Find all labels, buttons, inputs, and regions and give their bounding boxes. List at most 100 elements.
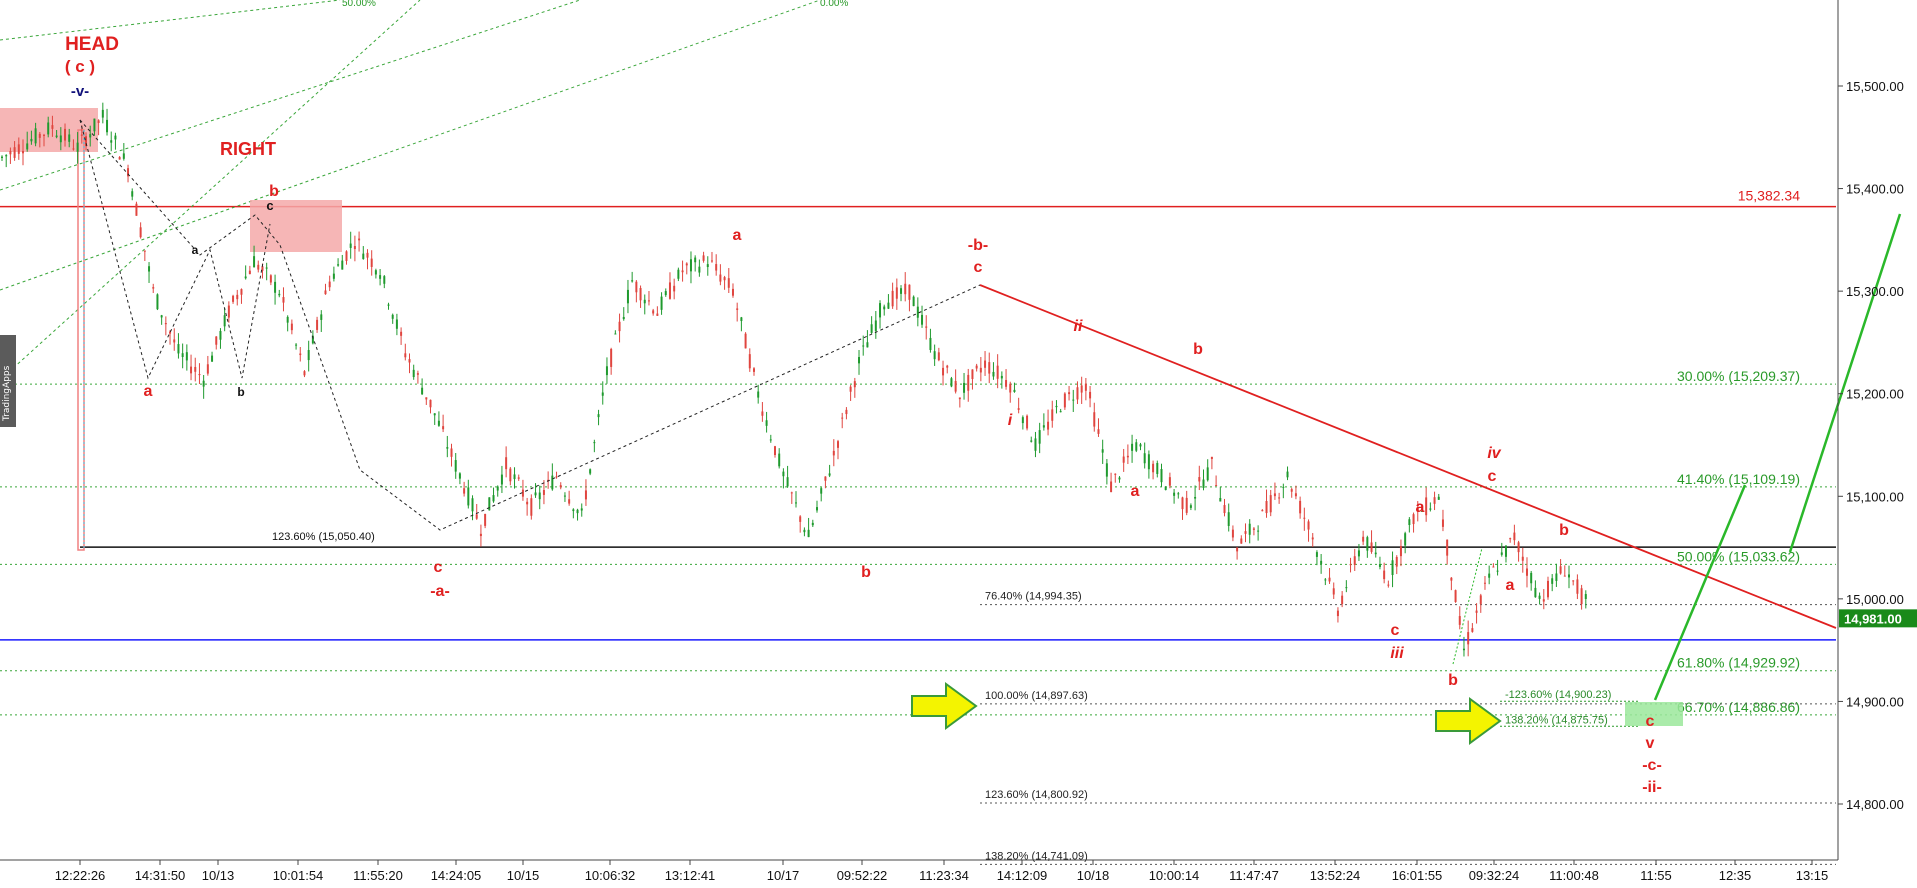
candle-body (551, 475, 554, 490)
candle-body (803, 529, 806, 533)
candle-body (1118, 477, 1121, 480)
candle-body (828, 473, 831, 476)
candle-body (437, 420, 440, 426)
candle-body (841, 417, 844, 419)
candle-body (17, 144, 20, 154)
candle-body (122, 153, 125, 159)
candle-body (1551, 578, 1554, 584)
candle-body (954, 380, 957, 392)
candle-body (1047, 421, 1050, 430)
candle-body (1336, 610, 1339, 617)
candle-body (992, 371, 995, 377)
candle-body (479, 533, 482, 537)
candle-body (916, 306, 919, 318)
fib-ext-label: 138.20% (14,741.09) (985, 850, 1088, 862)
trend-lines (79, 119, 1902, 745)
candle-body (500, 474, 503, 485)
candle-body (824, 476, 827, 481)
x-tick-label: 11:23:34 (919, 868, 969, 883)
candle-body (1097, 429, 1100, 434)
wave-label-b: b (1559, 522, 1569, 539)
candle-body (1525, 568, 1528, 576)
candle-body (240, 289, 243, 295)
candle-body (1294, 493, 1297, 497)
candle-body (1488, 573, 1491, 578)
candle-body (1404, 533, 1407, 546)
candle-body (568, 499, 571, 504)
candle-body (778, 453, 781, 467)
candle-body (1429, 508, 1432, 510)
candle-body (467, 487, 470, 506)
candle-body (1017, 408, 1020, 410)
x-tick-label: 13:52:24 (1310, 868, 1361, 883)
candle-body (1500, 552, 1503, 555)
candle-body (227, 305, 230, 318)
candle-body (1219, 497, 1222, 502)
candle-body (1164, 486, 1167, 490)
candle-body (332, 273, 335, 279)
candle-body (1357, 550, 1360, 557)
candle-body (173, 339, 176, 343)
candle-body (1152, 463, 1155, 473)
candle-body (681, 270, 684, 273)
candle-body (988, 362, 991, 374)
candle-body (463, 488, 466, 494)
candle-body (1240, 538, 1243, 544)
candle-body (820, 488, 823, 494)
fib-level-label: 50.00% (15,033.62) (1677, 548, 1800, 564)
candle-body (773, 446, 776, 456)
candle-body (370, 258, 373, 267)
candle-body (492, 495, 495, 502)
candle-body (194, 366, 197, 372)
candle-body (664, 291, 667, 296)
candle-body (1341, 595, 1344, 604)
x-tick-label: 11:47:47 (1229, 868, 1279, 883)
candle-body (589, 469, 592, 474)
candle-body (1576, 579, 1579, 594)
candle-body (719, 274, 722, 282)
candle-body (715, 264, 718, 271)
y-tick-label: 14,800.00 (1846, 797, 1904, 812)
candle-body (967, 374, 970, 391)
candle-body (72, 148, 75, 150)
candle-body (610, 348, 613, 367)
candle-body (1068, 392, 1071, 395)
fib-ext-label: 76.40% (14,994.35) (985, 591, 1082, 603)
candle-body (1026, 415, 1029, 429)
candle-body (1131, 443, 1134, 451)
candle-body (1160, 469, 1163, 483)
candle-body (13, 147, 16, 158)
price-candles (1, 102, 1587, 657)
candle-body (963, 382, 966, 393)
wave-label-b: b (237, 385, 244, 399)
candle-body (1555, 573, 1558, 581)
candle-body (446, 447, 449, 449)
candle-body (1252, 528, 1255, 530)
candle-body (1005, 380, 1008, 387)
channel-line (0, 0, 341, 41)
candle-body (1135, 442, 1138, 451)
candle-body (736, 308, 739, 310)
zigzag-line (79, 119, 981, 531)
candle-body (1378, 564, 1381, 567)
candle-body (76, 142, 79, 152)
candle-body (1534, 587, 1537, 598)
candle-body (395, 319, 398, 329)
wave-label-b: b (1193, 341, 1203, 358)
candle-body (1454, 590, 1457, 603)
candle-body (454, 460, 457, 472)
candle-body (1110, 481, 1113, 493)
candle-body (1492, 566, 1495, 568)
candle-body (1194, 496, 1197, 499)
candle-body (1236, 547, 1239, 552)
candle-body (311, 335, 314, 344)
candle-body (265, 267, 268, 269)
candle-body (1278, 497, 1281, 499)
wave-label-iii: iii (1390, 645, 1404, 662)
resistance-label: 15,382.34 (1738, 188, 1800, 204)
candle-body (946, 365, 949, 368)
candle-body (1462, 648, 1465, 651)
y-tick-label: 15,500.00 (1846, 79, 1904, 94)
candle-body (236, 294, 239, 300)
